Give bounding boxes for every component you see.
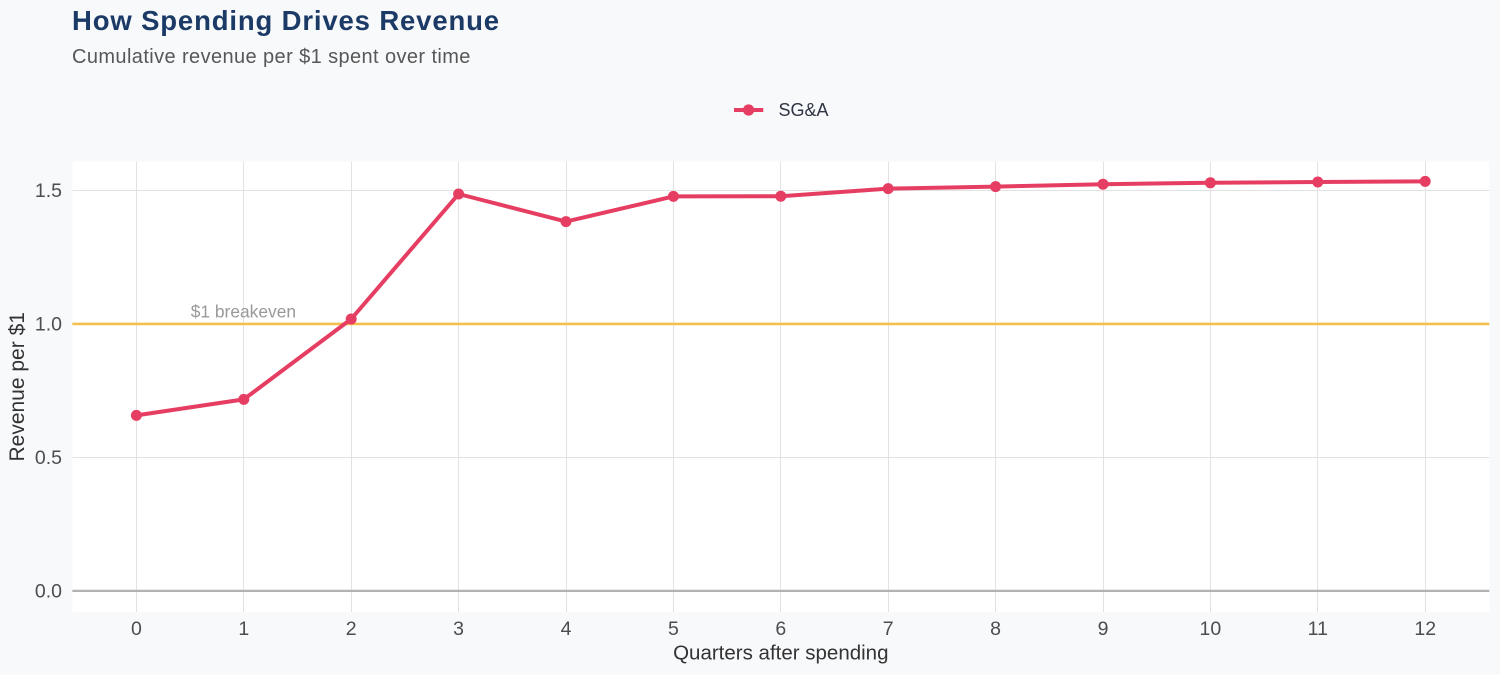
svg-text:11: 11 [1308,618,1328,640]
svg-text:1.0: 1.0 [35,313,62,335]
svg-text:Quarters after spending: Quarters after spending [673,642,888,665]
svg-text:5: 5 [668,618,679,640]
svg-text:8: 8 [990,618,1001,640]
svg-text:$1 breakeven: $1 breakeven [191,302,296,322]
svg-text:7: 7 [883,618,894,640]
svg-text:9: 9 [1098,618,1109,640]
svg-text:1: 1 [238,618,249,640]
svg-text:Cumulative revenue per $1 spen: Cumulative revenue per $1 spent over tim… [72,46,471,68]
svg-text:4: 4 [561,618,572,640]
svg-text:3: 3 [453,618,464,640]
svg-text:0.5: 0.5 [35,447,62,469]
svg-text:How Spending Drives Revenue: How Spending Drives Revenue [72,5,500,36]
svg-text:0.0: 0.0 [35,581,62,603]
svg-text:12: 12 [1414,618,1436,640]
svg-text:10: 10 [1200,618,1222,640]
svg-text:2: 2 [346,618,357,640]
svg-text:Revenue per $1: Revenue per $1 [6,312,29,461]
svg-text:1.5: 1.5 [35,180,62,202]
svg-text:0: 0 [131,618,142,640]
svg-text:6: 6 [775,618,786,640]
svg-text:SG&A: SG&A [779,100,829,120]
